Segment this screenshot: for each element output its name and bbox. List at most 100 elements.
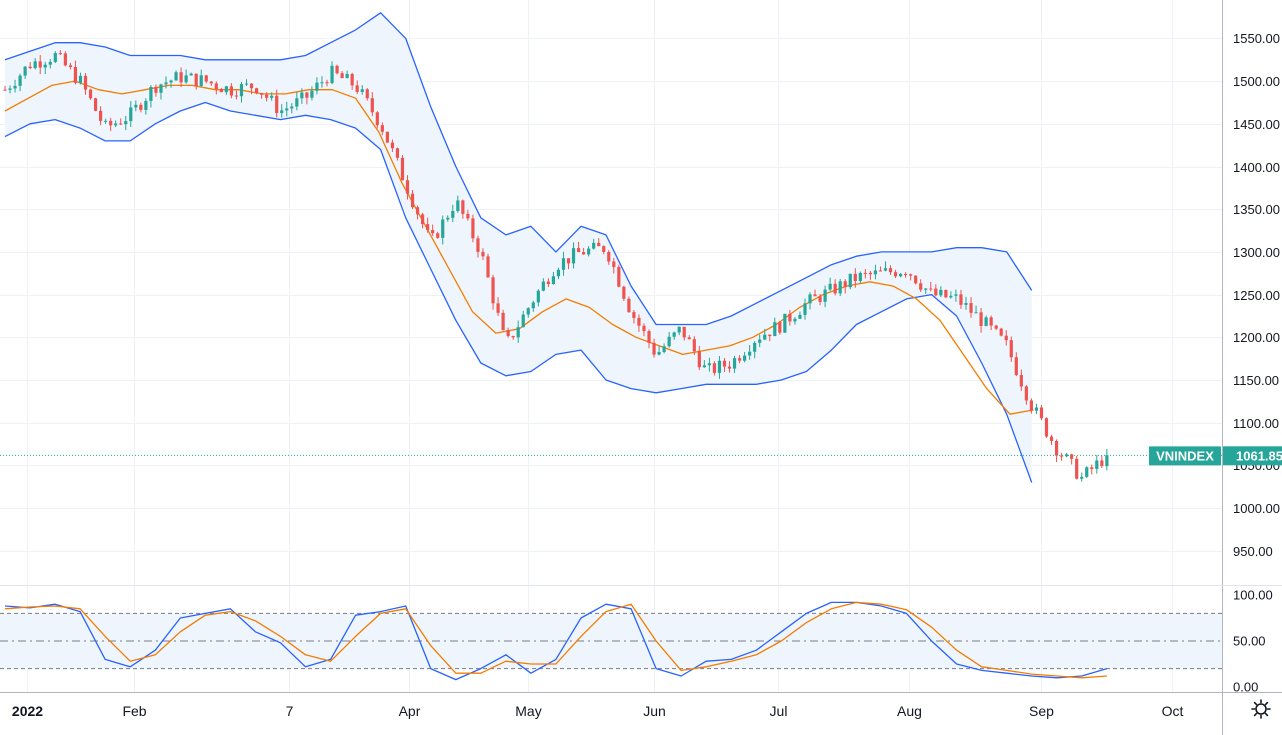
candle-body <box>587 248 591 255</box>
candle-body <box>551 276 556 285</box>
price-tick-label: 1000.00 <box>1233 501 1280 516</box>
candle-body <box>783 313 787 333</box>
price-tick-label: 1200.00 <box>1233 330 1280 345</box>
candle-body <box>224 86 228 93</box>
candle-body <box>1034 407 1039 411</box>
candlestick-series <box>3 50 1109 482</box>
candle-body <box>325 82 329 84</box>
candle-body <box>561 258 566 270</box>
candle-body <box>798 314 802 319</box>
oscillator-tick-label: 0.00 <box>1233 680 1258 695</box>
candle-body <box>788 313 792 322</box>
candle-body <box>23 66 27 76</box>
candle-body <box>204 75 208 82</box>
candle-body <box>421 214 425 225</box>
price-tick-label: 1100.00 <box>1233 416 1279 431</box>
candle-body <box>345 74 349 79</box>
candle-body <box>1065 454 1069 457</box>
candle-body <box>461 200 465 214</box>
candle-body <box>1075 458 1079 479</box>
candle-body <box>259 92 264 95</box>
candle-body <box>949 295 953 298</box>
candle-body <box>566 258 571 264</box>
candle-body <box>717 360 722 373</box>
candle-body <box>415 207 420 215</box>
candle-body <box>883 268 888 271</box>
candle-body <box>737 358 742 361</box>
candle-body <box>929 288 933 290</box>
candle-body <box>88 89 93 99</box>
candle-body <box>501 312 505 330</box>
candle-body <box>159 84 163 93</box>
candle-body <box>139 104 143 110</box>
candle-body <box>989 317 993 326</box>
candle-body <box>390 142 395 149</box>
candle-body <box>285 108 289 111</box>
candle-body <box>426 224 430 231</box>
candle-body <box>712 363 717 373</box>
candle-body <box>1080 476 1084 479</box>
candle-body <box>295 98 299 107</box>
candle-body <box>692 339 696 352</box>
price-tick-label: 1550.00 <box>1233 31 1280 46</box>
candle-body <box>622 286 626 299</box>
candle-body <box>1014 357 1018 376</box>
time-tick-label: May <box>515 703 541 719</box>
candle-body <box>702 365 706 368</box>
candle-body <box>964 303 968 305</box>
candle-body <box>1009 340 1013 358</box>
settings-icon[interactable] <box>1251 699 1271 719</box>
candle-body <box>68 65 73 67</box>
bollinger-upper-band <box>4 12 1033 326</box>
candle-body <box>1090 467 1094 469</box>
candle-body <box>516 327 520 338</box>
candle-body <box>722 360 727 367</box>
candle-body <box>617 267 621 287</box>
candle-body <box>219 89 223 93</box>
stochastic-oscillator <box>0 601 1222 681</box>
candle-body <box>818 296 822 302</box>
candle-body <box>400 157 405 181</box>
candle-body <box>144 100 148 110</box>
candle-body <box>249 83 254 89</box>
candle-body <box>1039 407 1044 419</box>
candle-body <box>265 94 269 98</box>
stoch-k-line <box>4 601 1108 681</box>
bollinger-band-fill <box>5 12 1032 483</box>
price-tick-label: 1300.00 <box>1233 245 1280 260</box>
candle-body <box>582 252 586 255</box>
candle-body <box>380 125 384 132</box>
candle-body <box>637 317 641 326</box>
candle-body <box>753 342 757 352</box>
candle-body <box>214 83 218 90</box>
candle-body <box>758 339 762 343</box>
time-tick-label: Feb <box>122 703 146 719</box>
candle-body <box>813 294 817 297</box>
candle-body <box>526 308 530 315</box>
candle-body <box>873 270 878 275</box>
candle-body <box>612 261 616 268</box>
candle-body <box>28 66 32 69</box>
candle-body <box>119 123 123 125</box>
candle-body <box>934 288 938 296</box>
candle-body <box>531 302 535 309</box>
candle-body <box>979 312 983 326</box>
candle-body <box>732 358 737 369</box>
candle-body <box>169 80 173 83</box>
price-tick-label: 1250.00 <box>1233 288 1280 303</box>
candle-body <box>828 283 832 290</box>
candle-body <box>808 294 812 304</box>
candle-body <box>944 289 948 298</box>
candle-body <box>672 332 676 337</box>
candle-body <box>340 73 344 79</box>
candle-body <box>129 107 133 122</box>
candle-body <box>154 86 158 93</box>
candle-body <box>954 294 958 296</box>
candle-body <box>727 366 732 369</box>
candle-body <box>677 326 681 333</box>
candle-body <box>919 283 923 290</box>
candle-body <box>63 53 67 66</box>
price-badge-bg <box>1223 446 1282 466</box>
time-tick-label: 2022 <box>12 703 43 719</box>
